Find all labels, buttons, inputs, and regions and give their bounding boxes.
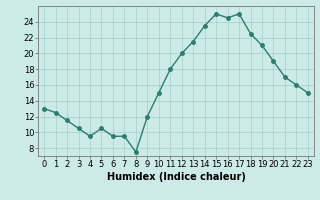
X-axis label: Humidex (Indice chaleur): Humidex (Indice chaleur)	[107, 172, 245, 182]
